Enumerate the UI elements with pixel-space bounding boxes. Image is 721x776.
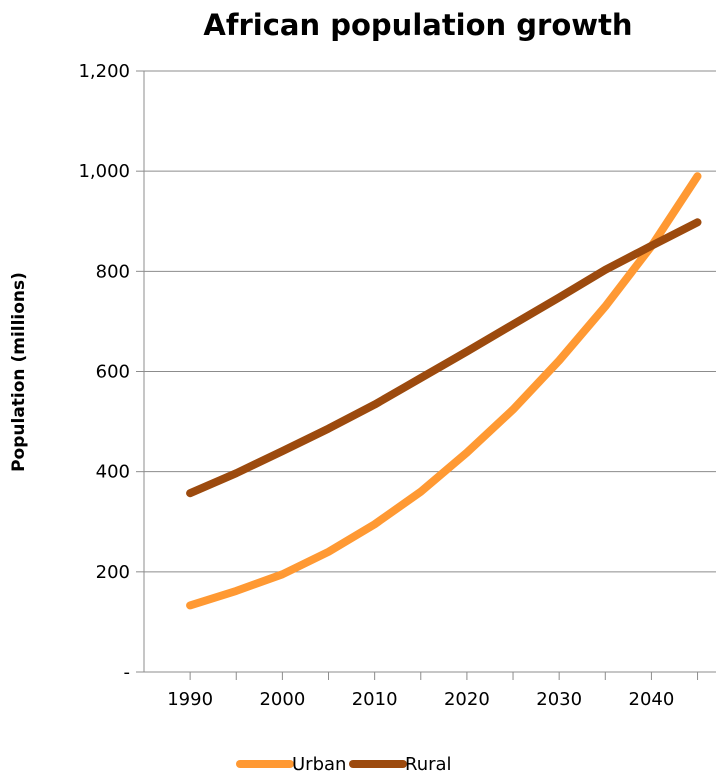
series-line-rural bbox=[186, 218, 702, 498]
x-tick-label-2: 2010 bbox=[352, 689, 398, 710]
axes bbox=[136, 70, 716, 680]
y-tick-label-3: 600 bbox=[96, 362, 130, 383]
y-axis-label: Population (millions) bbox=[9, 272, 29, 472]
y-tick-label-4: 800 bbox=[96, 261, 130, 282]
gridlines bbox=[144, 70, 716, 573]
y-tick-label-5: 1,000 bbox=[78, 161, 130, 182]
x-tick-label-5: 2040 bbox=[629, 689, 675, 710]
legend-label-urban: Urban bbox=[292, 754, 346, 775]
legend-label-rural: Rural bbox=[405, 754, 452, 775]
series-lines bbox=[186, 172, 702, 610]
x-tick-labels: 1990 2000 2010 2020 2030 2040 bbox=[167, 689, 674, 710]
y-tick-label-6: 1,200 bbox=[78, 61, 130, 82]
x-tick-label-4: 2030 bbox=[536, 689, 582, 710]
legend: Urban Rural bbox=[236, 754, 452, 775]
chart-title: African population growth bbox=[203, 8, 632, 42]
series-line-urban bbox=[186, 172, 702, 610]
x-tick-label-3: 2020 bbox=[444, 689, 490, 710]
y-tick-labels: - 200 400 600 800 1,000 1,200 bbox=[78, 61, 130, 683]
x-tick-label-1: 2000 bbox=[259, 689, 305, 710]
y-tick-label-2: 400 bbox=[96, 462, 130, 483]
x-tick-label-0: 1990 bbox=[167, 689, 213, 710]
y-tick-label-1: 200 bbox=[96, 562, 130, 583]
y-tick-label-0: - bbox=[124, 662, 131, 683]
